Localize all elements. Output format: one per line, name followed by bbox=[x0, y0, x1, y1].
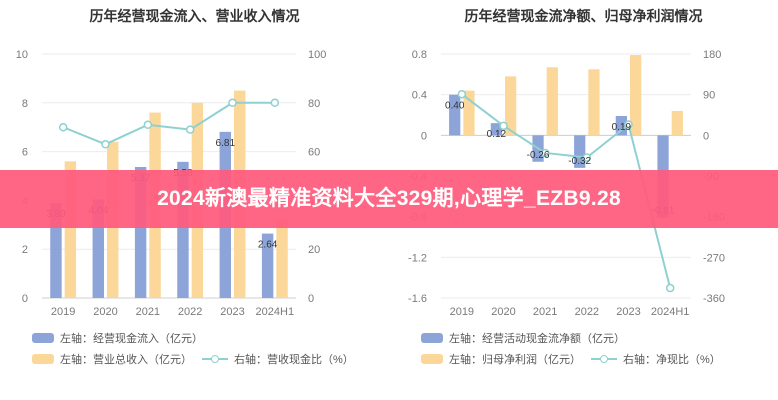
legend-item-blue-bar: 左轴：经营活动现金流净额（亿元） bbox=[421, 330, 625, 346]
legend-label: 左轴：经营活动现金流净额（亿元） bbox=[449, 333, 625, 345]
bar-yellow bbox=[276, 219, 288, 298]
y-left-tick-label: 0.4 bbox=[412, 90, 427, 102]
chart-plot-cash-inflow: 0246810020406080100201920202021202220232… bbox=[16, 49, 327, 318]
y-left-tick-label: 0 bbox=[421, 130, 427, 142]
y-right-tick-label: 20 bbox=[308, 244, 320, 256]
bar-blue bbox=[177, 161, 189, 298]
bar-blue bbox=[574, 135, 586, 168]
line-point bbox=[624, 120, 633, 129]
bar-yellow bbox=[588, 69, 600, 136]
y-right-tick-label: 180 bbox=[703, 49, 721, 61]
x-tick-label: 2022 bbox=[178, 306, 202, 318]
y-right-tick-label: 0 bbox=[703, 130, 709, 142]
legend-label: 左轴：经营现金流入（亿元） bbox=[60, 333, 203, 345]
line-series bbox=[62, 101, 275, 146]
line-point bbox=[185, 125, 195, 134]
legend-swatch-line bbox=[591, 354, 617, 364]
y-right-tick-label: -360 bbox=[703, 293, 725, 305]
chart-plot-net-cash: -1.6-1.2-0.8-0.400.40.8-360-270-180-9009… bbox=[408, 49, 725, 318]
data-label: 2.64 bbox=[258, 240, 278, 251]
y-left-tick-label: 2 bbox=[22, 244, 28, 256]
line-point bbox=[540, 148, 550, 158]
bar-yellow bbox=[64, 161, 77, 298]
bar-yellow bbox=[630, 55, 642, 136]
line-point bbox=[499, 121, 508, 131]
chart-title: 历年经营现金流入、营业收入情况 bbox=[89, 8, 300, 24]
y-left-tick-label: 10 bbox=[16, 49, 28, 61]
legend-item-yellow-bar: 左轴：营业总收入（亿元） bbox=[32, 351, 192, 367]
legend-item-line: 右轴：营收现金比（%） bbox=[202, 351, 354, 367]
legend-label: 右轴：净现比（%） bbox=[623, 354, 721, 366]
y-right-tick-label: 100 bbox=[308, 49, 326, 61]
legend-label: 左轴：归母净利润（亿元） bbox=[449, 354, 581, 366]
bar-blue bbox=[615, 116, 627, 136]
line-point bbox=[58, 122, 68, 132]
line-point bbox=[582, 153, 592, 162]
y-right-tick-label: 0 bbox=[308, 293, 314, 305]
legend-item-blue-bar: 左轴：经营现金流入（亿元） bbox=[32, 330, 203, 346]
x-tick-label: 2019 bbox=[450, 306, 474, 318]
x-tick-label: 2023 bbox=[220, 306, 244, 318]
x-tick-label: 2020 bbox=[491, 306, 515, 318]
x-tick-label: 2023 bbox=[616, 306, 640, 318]
y-right-tick-label: -270 bbox=[703, 252, 725, 264]
x-tick-label: 2021 bbox=[533, 306, 557, 318]
x-tick-label: 2019 bbox=[51, 306, 75, 318]
legend-swatch-blue bbox=[421, 333, 443, 343]
legend-label: 右轴：营收现金比（%） bbox=[234, 354, 354, 366]
legend-swatch-yellow bbox=[32, 354, 54, 364]
y-left-tick-label: -1.2 bbox=[408, 252, 427, 264]
bar-yellow bbox=[463, 90, 475, 136]
line-point bbox=[101, 140, 110, 149]
y-left-tick-label: -1.6 bbox=[408, 293, 427, 305]
bar-blue bbox=[490, 123, 502, 136]
data-label: -0.26 bbox=[527, 150, 550, 161]
line-point bbox=[665, 283, 675, 293]
legend-label: 左轴：营业总收入（亿元） bbox=[60, 354, 192, 366]
legend-item-yellow-bar: 左轴：归母净利润（亿元） bbox=[421, 351, 581, 367]
legend-swatch-yellow bbox=[421, 354, 443, 364]
line-point bbox=[457, 89, 467, 99]
y-right-tick-label: 60 bbox=[308, 147, 320, 159]
legend-swatch-blue bbox=[32, 333, 54, 343]
bar-yellow bbox=[505, 76, 517, 136]
line-point bbox=[270, 98, 280, 108]
line-point bbox=[143, 120, 153, 130]
y-right-tick-label: 90 bbox=[703, 90, 715, 102]
legend-swatch-line bbox=[202, 354, 228, 364]
data-label: 0.12 bbox=[487, 129, 507, 140]
bar-blue bbox=[449, 94, 461, 136]
overlay-banner[interactable]: 2024新澳最精准资料大全329期,心理学_EZB9.28 bbox=[0, 170, 778, 228]
bar-blue bbox=[50, 203, 62, 298]
y-right-tick-label: 80 bbox=[308, 98, 320, 110]
data-label: 0.40 bbox=[445, 101, 465, 112]
bar-yellow bbox=[671, 110, 683, 136]
y-left-tick-label: 6 bbox=[22, 147, 28, 159]
bar-blue bbox=[92, 199, 104, 298]
y-left-tick-label: 0 bbox=[22, 293, 28, 305]
y-left-tick-label: 8 bbox=[22, 98, 28, 110]
y-left-tick-label: 0.8 bbox=[412, 49, 427, 61]
bar-yellow bbox=[546, 67, 558, 136]
bar-blue bbox=[261, 233, 274, 298]
bar-blue bbox=[134, 166, 147, 298]
data-label: -0.32 bbox=[568, 156, 591, 167]
x-tick-label: 2020 bbox=[93, 306, 117, 318]
x-tick-label: 2024H1 bbox=[256, 306, 295, 318]
line-series bbox=[461, 93, 672, 289]
x-tick-label: 2021 bbox=[136, 306, 160, 318]
data-label: 0.19 bbox=[612, 122, 632, 133]
data-label: 6.81 bbox=[216, 138, 236, 149]
x-tick-label: 2024H1 bbox=[651, 306, 690, 318]
line-point bbox=[228, 98, 237, 108]
legend-item-line: 右轴：净现比（%） bbox=[591, 351, 721, 367]
x-tick-label: 2022 bbox=[575, 306, 599, 318]
chart-title: 历年经营现金流净额、归母净利润情况 bbox=[464, 8, 703, 24]
